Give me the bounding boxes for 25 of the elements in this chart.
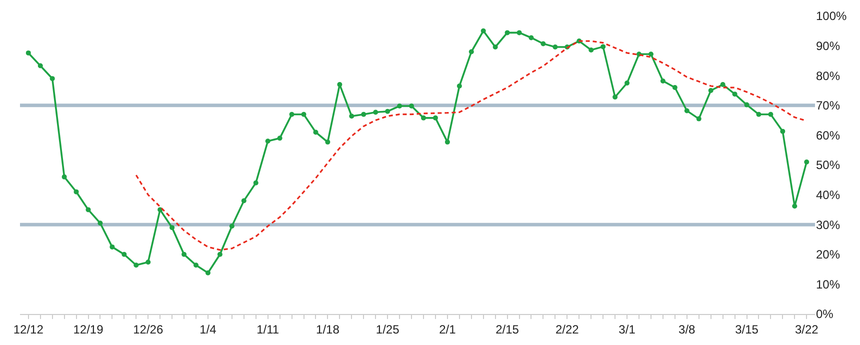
- x-tick-label: 12/26: [133, 322, 164, 336]
- x-tick-label: 1/18: [316, 322, 340, 336]
- y-tick-label: 10%: [816, 277, 840, 292]
- y-tick-label: 70%: [816, 98, 840, 113]
- x-tick-label: 12/19: [73, 322, 104, 336]
- x-tick-label: 2/15: [496, 322, 520, 336]
- y-tick-label: 20%: [816, 248, 840, 262]
- x-tick-label: 12/12: [13, 322, 44, 336]
- x-tick-label: 3/8: [678, 322, 696, 336]
- x-tick-label: 2/22: [555, 322, 580, 336]
- x-tick-label: 2/1: [439, 322, 456, 336]
- y-tick-label: 0%: [816, 307, 834, 322]
- x-tick-label: 3/15: [735, 322, 759, 336]
- x-tick-label: 3/22: [794, 322, 819, 336]
- y-tick-label: 90%: [816, 39, 840, 53]
- y-tick-label: 100%: [816, 9, 848, 24]
- y-tick-label: 60%: [816, 128, 840, 142]
- x-tick-label: 1/4: [200, 322, 217, 336]
- y-tick-label: 30%: [816, 218, 840, 232]
- y-tick-label: 80%: [816, 68, 840, 83]
- y-tick-label: 50%: [816, 158, 840, 172]
- x-tick-label: 3/1: [618, 322, 636, 336]
- x-tick-label: 1/25: [376, 322, 400, 336]
- y-tick-label: 40%: [816, 188, 840, 202]
- x-tick-label: 1/11: [256, 322, 280, 336]
